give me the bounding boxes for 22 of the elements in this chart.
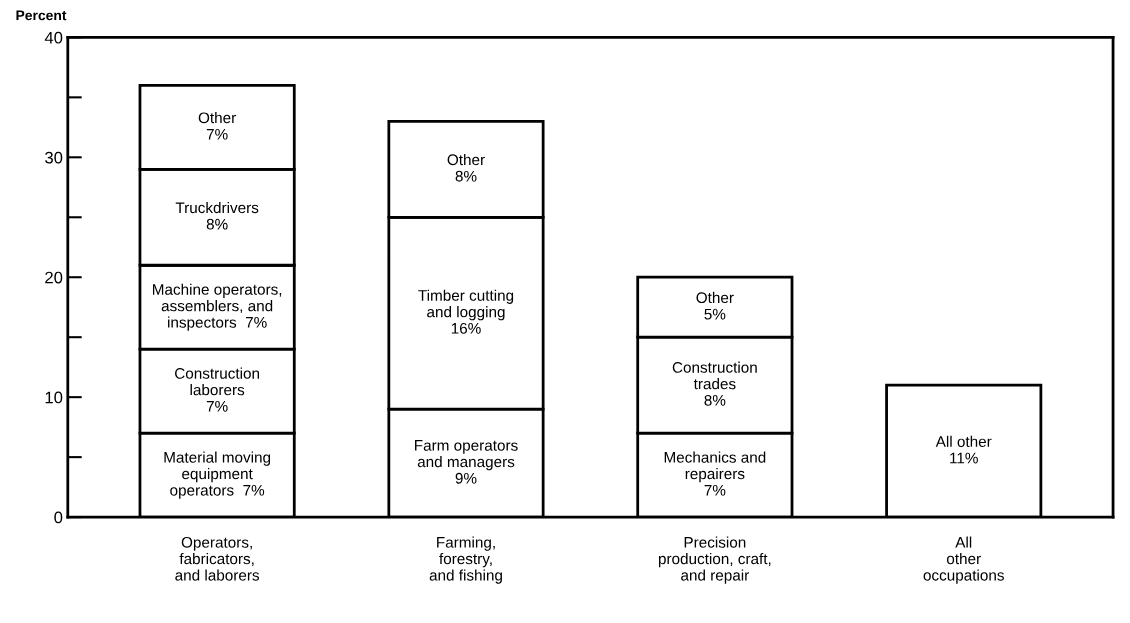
x-tick-label: Precision production, craft, and repair xyxy=(658,536,771,584)
data-label: Construction laborers 7% xyxy=(175,367,260,412)
data-label: Other 7% xyxy=(198,111,236,140)
x-tick-label: Farming, forestry, and fishing xyxy=(429,536,502,584)
y-tick-label: 20 xyxy=(45,271,63,284)
data-label: Machine operators, assemblers, and inspectors 7% xyxy=(152,283,282,331)
data-label: Mechanics and repairers 7% xyxy=(664,451,766,496)
data-label: Truckdrivers 8% xyxy=(175,201,259,230)
x-tick-label: All other occupations xyxy=(923,536,1004,584)
y-tick-label: 40 xyxy=(44,31,63,44)
data-label: Material moving equipment operators 7% xyxy=(164,451,271,499)
x-tick-label: Operators, fabricators, and laborers xyxy=(175,536,260,581)
data-label: Construction trades 8% xyxy=(672,361,757,406)
data-label: Timber cutting and logging 16% xyxy=(418,289,514,334)
data-label: All other 11% xyxy=(935,435,992,464)
y-tick-label: 0 xyxy=(54,511,63,524)
data-label: Farm operators and managers 9% xyxy=(415,440,518,484)
y-axis-title: Percent xyxy=(16,10,67,21)
data-label: Other 8% xyxy=(447,153,485,182)
y-tick-label: 10 xyxy=(45,391,63,404)
data-label: Other 5% xyxy=(696,291,734,320)
y-tick-label: 30 xyxy=(45,151,63,164)
